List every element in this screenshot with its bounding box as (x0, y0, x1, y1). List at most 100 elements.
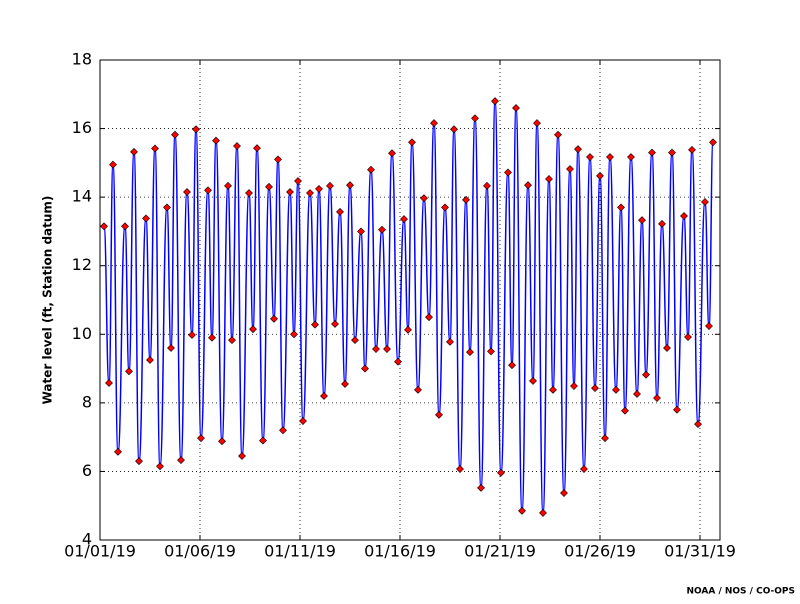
marker (208, 333, 216, 342)
marker (326, 181, 334, 190)
marker (450, 125, 458, 134)
y-tick-label: 14 (72, 187, 92, 206)
marker (512, 104, 520, 112)
marker (504, 168, 512, 177)
credit: NOAA / NOS / CO-OPS (686, 587, 795, 597)
marker (394, 357, 402, 366)
marker (378, 225, 386, 234)
marker (192, 125, 200, 134)
marker (372, 345, 380, 353)
marker (601, 434, 609, 443)
marker (658, 219, 666, 228)
marker (545, 175, 553, 183)
marker (580, 465, 588, 473)
marker (570, 382, 578, 390)
marker (259, 436, 267, 445)
marker (204, 186, 212, 195)
marker (627, 153, 635, 161)
marker (668, 148, 676, 157)
x-tick-label: 01/06/19 (164, 542, 236, 561)
marker (383, 345, 391, 353)
marker (539, 508, 547, 517)
marker (477, 483, 485, 492)
y-tick-label: 18 (72, 50, 92, 69)
x-tick-label: 01/31/19 (664, 542, 736, 561)
x-tick-label: 01/16/19 (364, 542, 436, 561)
marker (299, 417, 307, 425)
marker (121, 222, 129, 231)
marker (524, 181, 532, 190)
marker (497, 468, 505, 477)
marker (705, 322, 713, 330)
marker (249, 325, 257, 334)
marker (346, 181, 354, 190)
marker (183, 188, 191, 196)
marker (218, 437, 226, 446)
marker (508, 361, 516, 370)
marker (156, 462, 164, 471)
y-axis-label: Water level (ft, Station datum) (41, 196, 55, 405)
marker (351, 336, 359, 345)
marker (694, 420, 702, 429)
marker (265, 182, 273, 191)
marker (549, 385, 557, 394)
marker (709, 138, 717, 147)
y-tick-label: 10 (72, 324, 92, 343)
plot-frame (99, 59, 721, 541)
marker (653, 394, 661, 402)
marker (456, 465, 464, 473)
y-tick-label: 12 (72, 255, 92, 274)
x-tick-label: 01/21/19 (464, 542, 536, 561)
marker (586, 153, 594, 161)
marker (621, 406, 629, 415)
marker (388, 149, 396, 158)
marker (533, 119, 541, 128)
marker (430, 119, 438, 128)
marker (404, 325, 412, 334)
marker (151, 144, 159, 153)
marker (529, 376, 537, 385)
y-tick-label: 8 (82, 392, 92, 411)
y-tick-label: 16 (72, 118, 92, 137)
marker (114, 447, 122, 456)
marker (294, 177, 302, 185)
marker (274, 155, 282, 164)
marker (554, 130, 562, 139)
marker (606, 153, 614, 161)
marker (483, 181, 491, 190)
y-tick-label: 4 (82, 530, 92, 549)
marker (336, 207, 344, 216)
plot-area (100, 97, 717, 517)
marker (425, 313, 433, 322)
marker (125, 367, 133, 376)
y-tick-label: 6 (82, 461, 92, 480)
marker (315, 184, 323, 193)
marker (228, 336, 236, 345)
marker (341, 380, 349, 388)
marker (290, 330, 298, 339)
marker (109, 160, 117, 169)
marker (142, 214, 150, 223)
marker (253, 144, 261, 153)
marker (233, 142, 241, 150)
marker (673, 405, 681, 414)
marker (612, 385, 620, 394)
marker (441, 203, 449, 212)
marker (617, 203, 625, 212)
marker (177, 456, 185, 465)
marker (446, 337, 454, 346)
marker (320, 392, 328, 400)
marker (130, 147, 138, 156)
marker (135, 457, 143, 466)
marker (491, 97, 499, 106)
marker (188, 331, 196, 339)
marker (435, 410, 443, 419)
marker (400, 215, 408, 224)
marker (197, 434, 205, 443)
marker (487, 347, 495, 356)
marker (684, 333, 692, 341)
marker (163, 203, 171, 212)
marker (408, 138, 416, 147)
x-tick-label: 01/01/19 (64, 542, 136, 561)
